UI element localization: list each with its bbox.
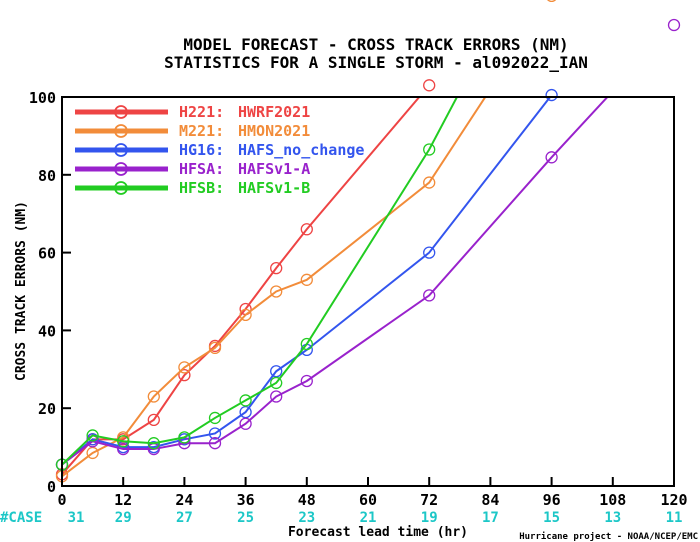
- legend-marker: [114, 143, 128, 157]
- x-axis-label: Forecast lead time (hr): [288, 525, 468, 540]
- data-point: [147, 413, 160, 427]
- legend: H221: HWRF2021 M221: HMON2021 HG16: HAFS_no_c…: [75, 103, 364, 197]
- data-point: [270, 285, 283, 298]
- data-point: [270, 390, 283, 403]
- y-tick-label: 0: [47, 478, 56, 496]
- case-count: 25: [237, 510, 254, 526]
- data-point: [270, 262, 283, 275]
- data-point: [178, 368, 191, 382]
- series-layer: [55, 0, 681, 483]
- case-count: 23: [298, 510, 315, 526]
- case-count: 21: [360, 510, 377, 526]
- x-tick-label: 84: [481, 491, 499, 509]
- x-tick-label: 96: [543, 491, 561, 509]
- data-point: [423, 176, 436, 189]
- data-point: [239, 308, 252, 321]
- data-point: [300, 273, 313, 286]
- case-count: 27: [176, 510, 193, 526]
- data-point: [117, 431, 130, 444]
- legend-entry: HAFSv1-A: [238, 160, 310, 178]
- data-point: [423, 289, 436, 302]
- plot-frame: [61, 96, 675, 487]
- data-point: [300, 223, 313, 236]
- case-count: 17: [482, 510, 499, 526]
- legend-code: H221:: [179, 103, 224, 121]
- legend-marker: [114, 105, 128, 119]
- chart-title: MODEL FORECAST - CROSS TRACK ERRORS (NM): [183, 35, 568, 54]
- x-tick-label: 48: [298, 491, 316, 509]
- data-point: [239, 394, 252, 407]
- legend-code: HFSB:: [179, 179, 224, 197]
- data-point: [545, 151, 558, 164]
- y-tick-label: 20: [38, 400, 56, 418]
- data-point: [117, 442, 130, 456]
- x-tick-label: 108: [599, 491, 626, 509]
- case-count: 29: [115, 510, 132, 526]
- data-point: [178, 361, 191, 374]
- y-axis-label: CROSS TRACK ERRORS (NM): [14, 201, 29, 381]
- data-point: [117, 435, 130, 448]
- legend-entry: HAFSv1-B: [238, 179, 310, 197]
- case-counts: 31 29 27 25 23 21 19 17 15 13 11: [68, 510, 683, 526]
- y-tick-label: 100: [29, 89, 56, 107]
- x-tick-label: 24: [175, 491, 193, 509]
- case-label: #CASE: [0, 510, 42, 526]
- data-point: [545, 88, 558, 102]
- y-tick-label: 80: [38, 167, 56, 185]
- chart-subtitle: STATISTICS FOR A SINGLE STORM - al092022…: [164, 53, 588, 72]
- data-point: [300, 337, 313, 351]
- case-count: 19: [421, 510, 438, 526]
- case-count: 15: [543, 510, 560, 526]
- x-tick-label: 60: [359, 491, 377, 509]
- data-point: [423, 246, 436, 259]
- x-tick-label: 72: [420, 491, 438, 509]
- data-point: [147, 437, 160, 450]
- y-tick-label: 40: [38, 322, 56, 340]
- credit-text: Hurricane project - NOAA/NCEP/EMC: [519, 531, 698, 542]
- data-point: [270, 365, 283, 378]
- case-count: 13: [604, 510, 621, 526]
- data-point: [147, 390, 160, 403]
- legend-marker: [114, 162, 128, 176]
- data-point: [178, 431, 191, 444]
- series-hmon2021: [55, 0, 557, 483]
- x-tick-label: 0: [57, 491, 66, 509]
- legend-marker: [114, 124, 128, 138]
- data-point: [208, 427, 222, 440]
- x-tick-label: 36: [237, 491, 255, 509]
- series-line: [62, 97, 552, 466]
- x-tick-label: 12: [114, 491, 132, 509]
- data-point: [270, 376, 283, 390]
- data-point: [423, 79, 436, 92]
- axes: 0 12 24 36 48 60 72 84 96 108 120 0 20 40 60 80 100: [29, 89, 688, 509]
- data-point: [208, 437, 222, 450]
- series-hafsv1-b: [55, 97, 459, 471]
- series-line: [62, 97, 487, 478]
- case-count: 31: [68, 510, 85, 526]
- data-point: [547, 0, 557, 3]
- legend-marker: [114, 181, 128, 195]
- x-tick-label: 120: [660, 491, 687, 509]
- data-point: [667, 18, 681, 32]
- series-line: [62, 97, 459, 466]
- data-point: [86, 429, 99, 442]
- legend-entry: HMON2021: [238, 122, 310, 140]
- case-count: 11: [666, 510, 683, 526]
- data-point: [423, 143, 436, 156]
- y-tick-label: 60: [38, 245, 56, 263]
- series-line: [62, 97, 609, 466]
- data-point: [239, 405, 252, 419]
- legend-entry: HAFS_no_change: [238, 141, 364, 159]
- data-point: [239, 417, 252, 430]
- legend-code: HG16:: [179, 141, 224, 159]
- legend-entry: HWRF2021: [238, 103, 310, 121]
- data-point: [86, 446, 99, 460]
- data-point: [300, 374, 313, 388]
- legend-code: HFSA:: [179, 160, 224, 178]
- legend-code: M221:: [179, 122, 224, 140]
- data-point: [208, 411, 222, 425]
- data-point: [208, 341, 222, 355]
